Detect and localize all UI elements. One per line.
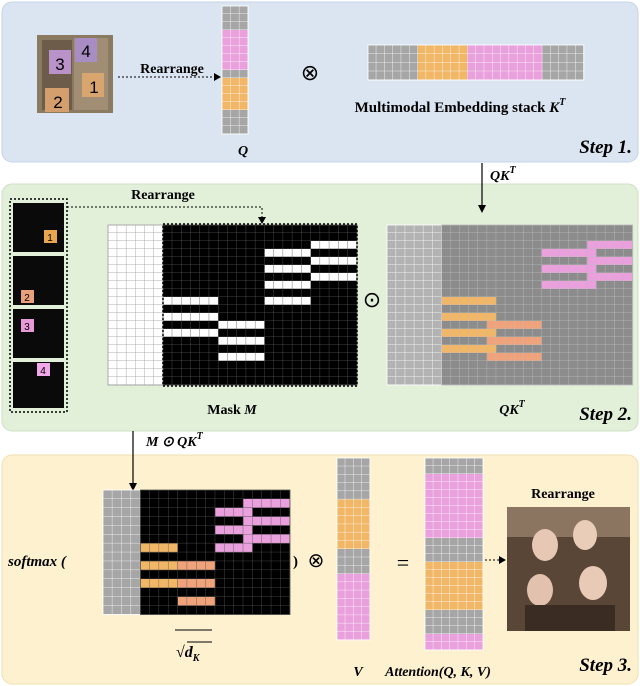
qk-base: QK — [499, 403, 520, 418]
dk: d — [185, 644, 194, 661]
grid-lines — [441, 224, 634, 386]
operator: ⊙ — [363, 287, 381, 312]
mask-text: Mask — [207, 403, 241, 418]
mask-white — [107, 224, 164, 386]
sqrt-sign: √ — [176, 644, 185, 661]
grid-lines — [102, 489, 141, 615]
mask-qk-text: M ⊙ QK — [145, 435, 198, 450]
mask-qk-label: M ⊙ QKT — [145, 431, 204, 450]
crop-label: 1 — [47, 233, 53, 244]
crop-label: 3 — [24, 322, 30, 333]
mask-matrix — [162, 224, 358, 386]
softmax-label: softmax ( — [7, 554, 67, 570]
mask-border — [162, 223, 358, 387]
v-matrix — [336, 457, 371, 641]
attention-label: Attention(Q, K, V) — [384, 665, 491, 680]
step-label: Step 3. — [579, 655, 632, 676]
rearrange-label: Rearrange — [531, 487, 595, 502]
grid-lines — [139, 489, 291, 615]
crop-label: 2 — [24, 293, 30, 304]
arrow-head — [129, 483, 137, 491]
mask-qk-sup: T — [197, 431, 204, 442]
step-label: Step 2. — [579, 404, 632, 425]
grid-lines — [336, 457, 371, 641]
mask-label: Mask M — [207, 403, 257, 418]
crop-label: 4 — [40, 366, 46, 377]
v-label: V — [353, 665, 364, 680]
dk-sub: K — [192, 653, 201, 664]
stack-symbol: K — [548, 100, 560, 116]
crop-tag — [44, 230, 57, 243]
sqrt-label: √dK — [176, 644, 201, 664]
grid-lines — [162, 224, 358, 386]
q-label: Q — [238, 144, 248, 159]
grid-lines — [386, 224, 442, 386]
arrow-head — [214, 73, 221, 81]
qk-sup: T — [519, 399, 526, 410]
softmax-left — [102, 489, 141, 615]
mask-symbol: M — [243, 403, 257, 418]
qk-base: QK — [490, 169, 511, 184]
kt-matrix — [367, 44, 585, 81]
face-label: 1 — [89, 78, 98, 97]
output-image — [507, 507, 630, 631]
stack-sup: T — [559, 97, 566, 108]
close-paren: ) — [293, 554, 298, 570]
rearrange-label: Rearrange — [140, 62, 204, 77]
grid-lines — [424, 457, 484, 651]
arrow-head — [258, 217, 266, 224]
stack-label: Multimodal Embedding stack KT — [355, 97, 567, 116]
grid-lines — [107, 224, 164, 386]
equals: = — [397, 550, 409, 575]
qk-label: QKT — [499, 399, 525, 418]
arrow-head — [478, 205, 486, 213]
step1-panel — [1, 1, 639, 163]
arrow-head — [499, 556, 506, 564]
crop-tag — [37, 363, 50, 376]
step-label: Step 1. — [579, 137, 632, 158]
crop-tag — [21, 290, 34, 303]
face-label: 3 — [55, 55, 64, 74]
crop-tag — [21, 319, 34, 332]
qk-sup: T — [509, 165, 516, 176]
rearrange-label: Rearrange — [131, 188, 195, 203]
grid-lines — [367, 44, 585, 81]
crop — [13, 203, 64, 252]
grid-lines — [221, 5, 249, 135]
q-matrix — [221, 5, 249, 135]
qk-label: QKT — [490, 165, 516, 184]
crop — [13, 256, 64, 305]
operator: ⊗ — [301, 60, 319, 85]
stack-text: Multimodal Embedding stack — [355, 100, 547, 116]
softmax-matrix — [139, 489, 291, 615]
face-label: 4 — [81, 42, 90, 61]
face-label: 2 — [53, 93, 62, 112]
qk-left — [386, 224, 442, 386]
operator: ⊗ — [308, 550, 325, 572]
crop-strip — [9, 198, 68, 413]
input-image — [37, 35, 113, 113]
qk-matrix — [441, 224, 634, 386]
arrow — [67, 206, 263, 218]
attention-matrix — [424, 457, 484, 651]
crop — [13, 309, 64, 358]
